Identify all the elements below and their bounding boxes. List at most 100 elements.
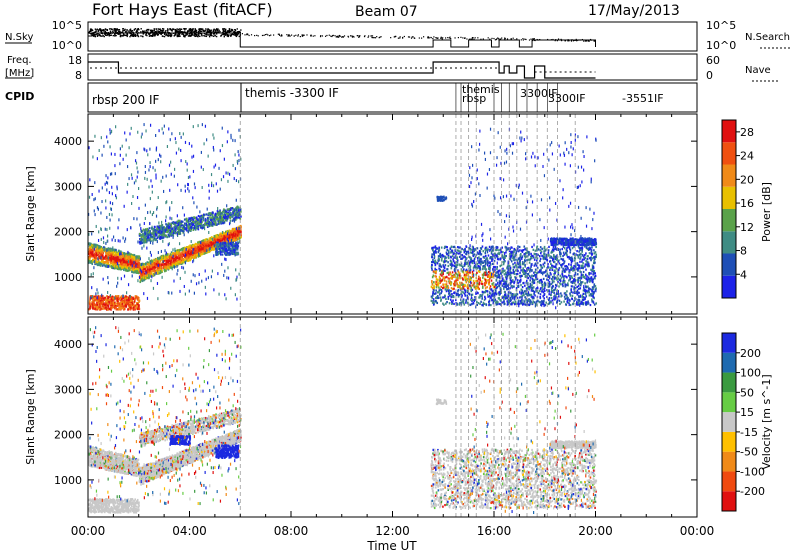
power-cell (155, 258, 158, 261)
noise-point (222, 28, 224, 30)
noise-point (399, 36, 401, 38)
power-cell (167, 256, 170, 259)
noise-point (278, 34, 281, 36)
power-cell (233, 231, 236, 235)
noise-point (199, 35, 201, 38)
power-cell (187, 224, 189, 227)
power-cell (207, 217, 210, 220)
power-cell (143, 231, 146, 234)
power-cell (171, 233, 174, 236)
power-cell (128, 264, 131, 268)
freq-left-label-line2: [MHz] (5, 68, 34, 79)
power-cell (229, 219, 232, 222)
power-cell (200, 218, 203, 221)
noise-point (186, 30, 189, 33)
noise-point (153, 32, 156, 34)
power-cell (171, 221, 174, 225)
noise-point (153, 28, 155, 30)
noise-point (161, 31, 163, 33)
power-cell (206, 238, 209, 241)
power-cell (233, 208, 235, 211)
noise-point (136, 34, 139, 37)
power-cell (205, 246, 207, 249)
power-cell (157, 269, 160, 272)
power-cell (96, 250, 99, 253)
power-cell (159, 256, 161, 259)
power-cell (101, 247, 104, 250)
power-cell (206, 223, 208, 227)
noise-trace (88, 28, 596, 48)
power-cell (103, 298, 106, 302)
power-cell (191, 256, 193, 259)
noise-point (191, 34, 193, 37)
power-cell (201, 245, 204, 248)
power-cell (149, 266, 152, 269)
noise-point (110, 28, 112, 30)
noise-point (228, 30, 231, 33)
power-cell (117, 257, 119, 260)
noise-point (314, 35, 316, 37)
power-cell (146, 274, 149, 277)
power-cell (208, 239, 210, 243)
power-cell (91, 253, 94, 257)
noise-point (554, 40, 556, 42)
noise-point (169, 28, 171, 30)
power-cell (197, 225, 200, 228)
noise-point (221, 32, 224, 34)
power-cell (232, 227, 234, 231)
power-cell (197, 228, 200, 231)
noise-point (125, 31, 127, 33)
power-cell (221, 238, 224, 241)
noise-point (179, 31, 182, 34)
power-cell (172, 231, 175, 235)
power-cell (146, 231, 149, 234)
noise-point (91, 29, 94, 32)
noise-point (95, 30, 97, 33)
power-cell (100, 247, 103, 250)
power-cell (166, 227, 169, 230)
power-cell (189, 246, 192, 249)
noise-point (209, 30, 212, 32)
power-cell (239, 224, 242, 228)
noise-point (248, 34, 250, 37)
power-cell (123, 263, 126, 266)
power-cell (121, 264, 124, 268)
power-cell (224, 219, 227, 222)
power-cell (238, 230, 241, 233)
noise-point (312, 35, 314, 37)
power-cell (160, 268, 163, 271)
noise-point (588, 40, 590, 42)
power-cell (97, 299, 99, 302)
noise-point (407, 36, 410, 38)
noise-point (487, 37, 489, 39)
power-cell (134, 261, 137, 264)
power-cell (227, 208, 229, 211)
power-cell (101, 264, 104, 267)
power-cell (236, 212, 238, 215)
noise-point (436, 37, 438, 39)
noise-point (130, 30, 132, 33)
power-cell (219, 211, 221, 214)
power-cell (153, 258, 155, 261)
power-cell (233, 212, 236, 215)
power-cell (224, 236, 227, 239)
power-cell (180, 229, 182, 232)
power-cell (236, 241, 239, 244)
noise-point (480, 38, 482, 40)
power-cell (195, 218, 198, 221)
power-cell (123, 261, 126, 264)
power-cell (240, 231, 242, 234)
noise-point (337, 35, 339, 37)
power-cell (101, 255, 104, 258)
noise-point (261, 34, 264, 37)
power-cell (219, 239, 222, 242)
noise-point (129, 28, 132, 30)
power-cell (186, 219, 188, 222)
power-cell (228, 252, 230, 255)
power-cell (192, 228, 195, 232)
noise-point (228, 30, 231, 32)
power-cell (155, 234, 158, 237)
noise-point (237, 33, 239, 35)
power-cell (107, 263, 110, 266)
power-cell (132, 269, 135, 272)
